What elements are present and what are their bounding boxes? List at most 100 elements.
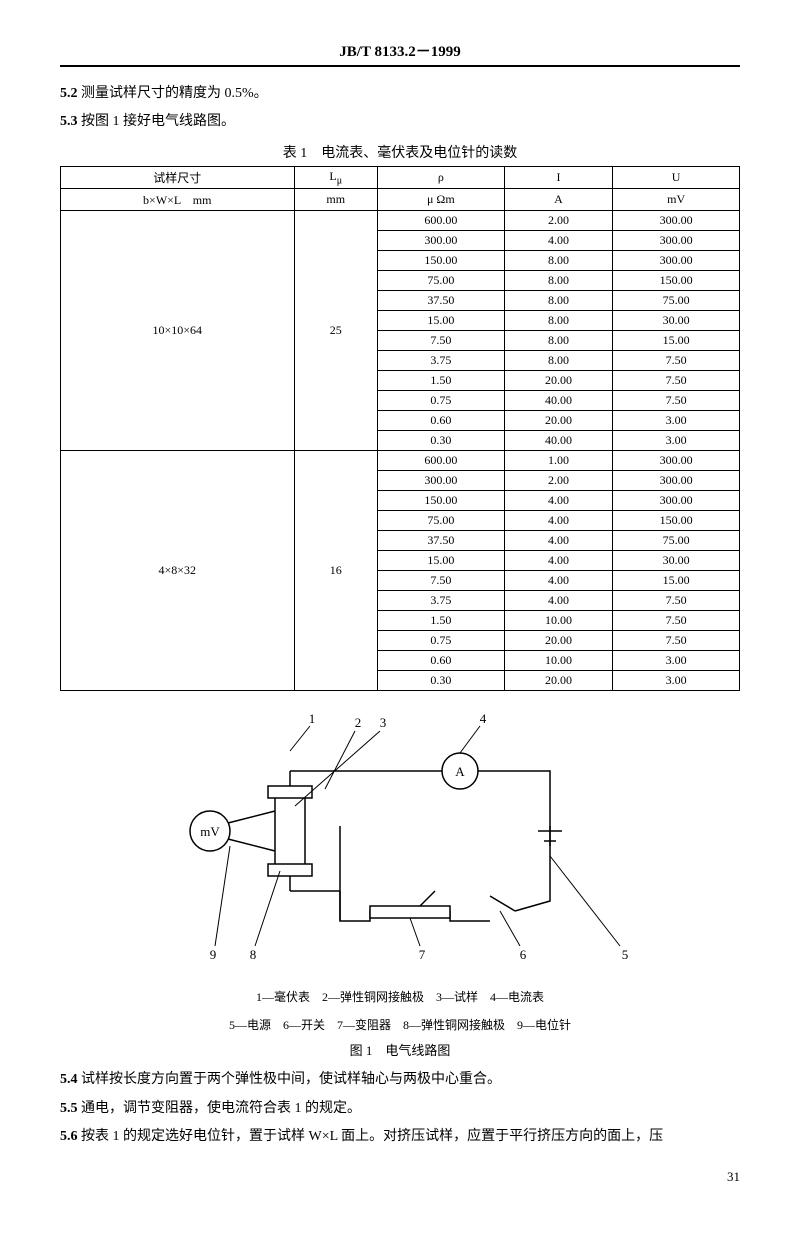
fig-label-1: 1 [309,711,316,726]
page-number: 31 [60,1169,740,1185]
cell-value: 150.00 [613,271,740,291]
cell-value: 37.50 [378,291,505,311]
cell-value: 300.00 [613,251,740,271]
section-num: 5.4 [60,1072,78,1087]
cell-value: 1.00 [504,451,613,471]
cell-value: 8.00 [504,351,613,371]
section-text: 按表 1 的规定选好电位针，置于试样 W×L 面上。对挤压试样，应置于平行挤压方… [81,1129,663,1144]
cell-value: 4.00 [504,231,613,251]
cell-lmu: 16 [294,451,377,691]
section-5-6: 5.6 按表 1 的规定选好电位针，置于试样 W×L 面上。对挤压试样，应置于平… [60,1126,740,1148]
section-5-4: 5.4 试样按长度方向置于两个弹性极中间，使试样轴心与两极中心重合。 [60,1069,740,1091]
th-rho: ρ [378,166,505,188]
cell-value: 0.30 [378,431,505,451]
table-title: 表 1 电流表、毫伏表及电位针的读数 [60,142,740,162]
cell-value: 7.50 [378,571,505,591]
cell-value: 150.00 [378,251,505,271]
figure-legend-2: 5—电源 6—开关 7—变阻器 8—弹性铜网接触极 9—电位针 [60,1015,740,1037]
th-size-unit: b×W×L mm [61,189,295,211]
cell-value: 40.00 [504,431,613,451]
table-row: 10×10×6425600.002.00300.00 [61,211,740,231]
fig-label-7: 7 [419,947,426,962]
section-num: 5.5 [60,1101,78,1116]
cell-value: 300.00 [613,471,740,491]
cell-value: 75.00 [378,511,505,531]
section-text: 按图 1 接好电气线路图。 [81,114,235,129]
section-text: 测量试样尺寸的精度为 0.5%。 [81,86,268,101]
cell-value: 1.50 [378,611,505,631]
table-row: 4×8×3216600.001.00300.00 [61,451,740,471]
cell-value: 75.00 [613,291,740,311]
cell-value: 15.00 [613,331,740,351]
fig-label-4: 4 [480,711,487,726]
cell-value: 0.75 [378,391,505,411]
section-num: 5.3 [60,114,78,129]
cell-value: 40.00 [504,391,613,411]
mv-label: mV [200,824,220,839]
cell-value: 10.00 [504,611,613,631]
th-lmu-unit: mm [294,189,377,211]
figure-1: mV A 1 2 3 4 5 6 7 8 9 1—毫伏表 2—弹性铜网接触极 3… [60,711,740,1059]
cell-value: 20.00 [504,671,613,691]
cell-value: 7.50 [613,611,740,631]
cell-value: 2.00 [504,211,613,231]
cell-value: 4.00 [504,511,613,531]
th-lmu: Lμ [294,166,377,188]
cell-value: 0.60 [378,411,505,431]
cell-value: 0.30 [378,671,505,691]
cell-value: 7.50 [378,331,505,351]
cell-value: 20.00 [504,371,613,391]
cell-size: 4×8×32 [61,451,295,691]
cell-value: 3.00 [613,411,740,431]
section-num: 5.6 [60,1129,78,1144]
cell-value: 7.50 [613,371,740,391]
cell-value: 300.00 [613,231,740,251]
cell-value: 300.00 [378,471,505,491]
cell-value: 15.00 [378,311,505,331]
cell-value: 600.00 [378,211,505,231]
cell-value: 7.50 [613,391,740,411]
cell-value: 150.00 [613,511,740,531]
fig-label-3: 3 [380,715,387,730]
fig-label-6: 6 [520,947,527,962]
standard-header: JB/T 8133.2－1999 [60,40,740,67]
cell-value: 4.00 [504,491,613,511]
cell-value: 8.00 [504,311,613,331]
table-body: 10×10×6425600.002.00300.00300.004.00300.… [61,211,740,691]
th-u-unit: mV [613,189,740,211]
th-u: U [613,166,740,188]
data-table: 试样尺寸 Lμ ρ I U b×W×L mm mm μ Ωm A mV 10×1… [60,166,740,691]
cell-value: 30.00 [613,311,740,331]
cell-value: 300.00 [378,231,505,251]
section-text: 通电，调节变阻器，使电流符合表 1 的规定。 [81,1101,361,1116]
cell-value: 8.00 [504,291,613,311]
cell-value: 7.50 [613,591,740,611]
th-size: 试样尺寸 [61,166,295,188]
section-5-3: 5.3 按图 1 接好电气线路图。 [60,111,740,133]
cell-value: 20.00 [504,411,613,431]
section-num: 5.2 [60,86,78,101]
cell-value: 3.75 [378,351,505,371]
cell-value: 8.00 [504,331,613,351]
cell-value: 3.00 [613,651,740,671]
cell-value: 300.00 [613,451,740,471]
cell-value: 300.00 [613,491,740,511]
cell-value: 15.00 [378,551,505,571]
circuit-diagram: mV A 1 2 3 4 5 6 7 8 9 [120,711,680,981]
cell-value: 75.00 [613,531,740,551]
cell-value: 0.60 [378,651,505,671]
cell-lmu: 25 [294,211,377,451]
fig-label-2: 2 [355,715,362,730]
section-5-2: 5.2 测量试样尺寸的精度为 0.5%。 [60,83,740,105]
cell-value: 30.00 [613,551,740,571]
cell-value: 4.00 [504,591,613,611]
section-5-5: 5.5 通电，调节变阻器，使电流符合表 1 的规定。 [60,1098,740,1120]
cell-value: 300.00 [613,211,740,231]
cell-value: 3.75 [378,591,505,611]
cell-value: 2.00 [504,471,613,491]
th-rho-unit: μ Ωm [378,189,505,211]
cell-value: 4.00 [504,531,613,551]
cell-value: 20.00 [504,631,613,651]
th-i: I [504,166,613,188]
cell-value: 8.00 [504,271,613,291]
